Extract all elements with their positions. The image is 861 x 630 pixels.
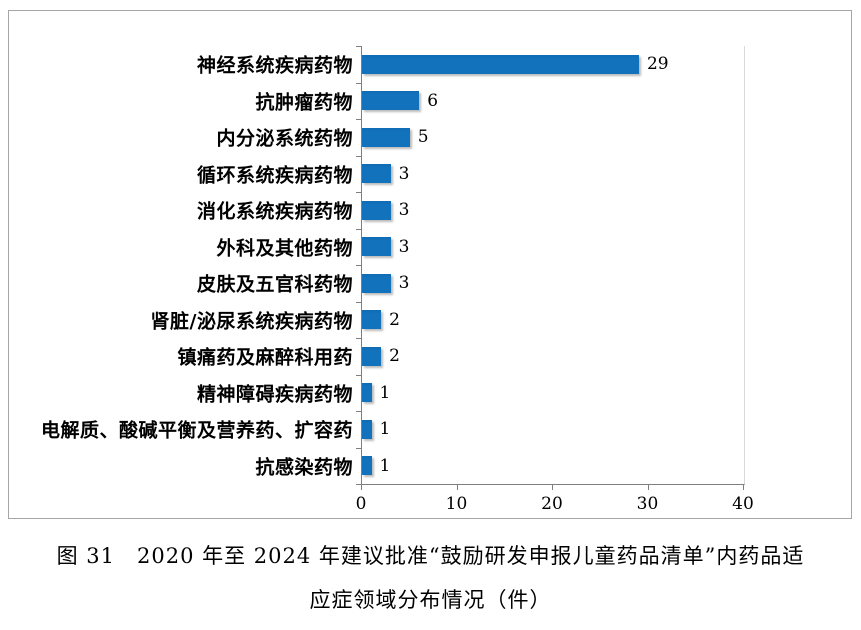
bar bbox=[362, 310, 382, 329]
y-axis-tick bbox=[356, 155, 362, 157]
y-axis-tick bbox=[356, 374, 362, 376]
x-axis-tick-label: 40 bbox=[732, 494, 754, 514]
value-label: 1 bbox=[379, 382, 391, 403]
bar bbox=[362, 419, 372, 439]
bar-row: 肾脏/泌尿系统疾病药物 2 bbox=[151, 302, 744, 339]
x-axis-tick bbox=[361, 485, 362, 490]
bar bbox=[362, 200, 391, 220]
bar-row: 内分泌系统药物 5 bbox=[216, 119, 744, 156]
chart-frame: 神经系统疾病药物 29 抗肿瘤药物 6 内分泌系统药物 5 循环系统疾病药物 3 消化系统疾病药… bbox=[8, 10, 852, 519]
category-label: 内分泌系统药物 bbox=[216, 127, 353, 150]
y-axis-tick bbox=[356, 411, 362, 412]
value-label: 2 bbox=[389, 346, 400, 367]
y-axis-tick bbox=[356, 338, 362, 339]
bar bbox=[362, 237, 391, 256]
value-label: 2 bbox=[389, 309, 400, 330]
category-label: 消化系统疾病药物 bbox=[196, 200, 353, 223]
value-label: 1 bbox=[379, 419, 391, 440]
y-axis-tick bbox=[356, 192, 362, 193]
value-label: 3 bbox=[398, 163, 410, 184]
category-label: 肾脏/泌尿系统疾病药物 bbox=[150, 310, 353, 333]
x-axis-tick bbox=[647, 485, 649, 490]
bar bbox=[362, 54, 639, 74]
category-label: 抗肿瘤药物 bbox=[255, 91, 353, 114]
y-axis-tick bbox=[356, 82, 362, 84]
bar-row: 抗肿瘤药物 6 bbox=[255, 83, 744, 120]
category-label: 电解质、酸碱平衡及营养药、扩容药 bbox=[40, 419, 353, 442]
x-axis: 0 10 20 30 40 bbox=[356, 485, 754, 521]
bar-row: 抗感染药物 1 bbox=[255, 448, 744, 485]
x-axis-tick-label: 20 bbox=[541, 494, 563, 514]
caption-line-1: 图 31 2020 年至 2024 年建议批准“鼓励研发申报儿童药品清单”内药品… bbox=[56, 544, 805, 568]
bar-row: 神经系统疾病药物 29 bbox=[197, 46, 744, 83]
bar bbox=[362, 127, 410, 147]
x-axis-tick-label: 30 bbox=[636, 494, 659, 514]
value-label: 3 bbox=[398, 273, 410, 294]
y-axis-tick bbox=[356, 265, 362, 266]
bar bbox=[362, 273, 391, 293]
x-axis-tick bbox=[552, 485, 553, 490]
value-label: 3 bbox=[398, 236, 410, 257]
x-axis-tick bbox=[456, 485, 458, 490]
bar bbox=[362, 383, 372, 402]
category-label: 神经系统疾病药物 bbox=[196, 54, 353, 77]
category-label: 循环系统疾病药物 bbox=[196, 164, 353, 187]
value-label: 3 bbox=[398, 200, 410, 221]
y-axis-tick bbox=[356, 46, 362, 47]
bar bbox=[362, 456, 372, 475]
category-label: 外科及其他药物 bbox=[216, 237, 353, 260]
x-axis-tick-label: 10 bbox=[445, 494, 468, 514]
figure-caption: 图 31 2020 年至 2024 年建议批准“鼓励研发申报儿童药品清单”内药品… bbox=[0, 534, 861, 622]
bar-row: 消化系统疾病药物 3 bbox=[197, 192, 744, 229]
bar bbox=[362, 91, 420, 110]
category-label: 皮肤及五官科药物 bbox=[196, 273, 353, 296]
category-label: 镇痛药及麻醉科用药 bbox=[177, 346, 353, 369]
bar-row: 皮肤及五官科药物 3 bbox=[197, 265, 744, 302]
y-axis-tick bbox=[356, 447, 362, 449]
bar-row: 循环系统疾病药物 3 bbox=[197, 156, 744, 193]
y-axis-tick bbox=[356, 119, 362, 120]
bar-row: 外科及其他药物 3 bbox=[216, 229, 744, 266]
y-axis-tick bbox=[356, 484, 362, 485]
bar bbox=[362, 346, 382, 366]
bar bbox=[362, 164, 391, 183]
plot-area: 神经系统疾病药物 29 抗肿瘤药物 6 内分泌系统药物 5 循环系统疾病药物 3 消化系统疾病药… bbox=[41, 46, 745, 485]
bar-row: 电解质、酸碱平衡及营养药、扩容药 1 bbox=[41, 411, 744, 448]
bar-row: 精神障碍疾病药物 1 bbox=[197, 375, 744, 412]
value-label: 5 bbox=[417, 127, 429, 148]
y-axis-tick bbox=[356, 301, 362, 303]
category-label: 抗感染药物 bbox=[255, 456, 353, 479]
y-axis-tick bbox=[356, 228, 362, 230]
caption-line-2: 应症领域分布情况（件） bbox=[309, 588, 552, 612]
x-axis-tick-label: 0 bbox=[355, 494, 367, 514]
value-label: 29 bbox=[646, 54, 669, 75]
category-label: 精神障碍疾病药物 bbox=[196, 383, 353, 406]
value-label: 6 bbox=[427, 90, 439, 111]
value-label: 1 bbox=[379, 455, 391, 476]
bar-row: 镇痛药及麻醉科用药 2 bbox=[177, 338, 744, 375]
x-axis-tick bbox=[743, 485, 744, 490]
